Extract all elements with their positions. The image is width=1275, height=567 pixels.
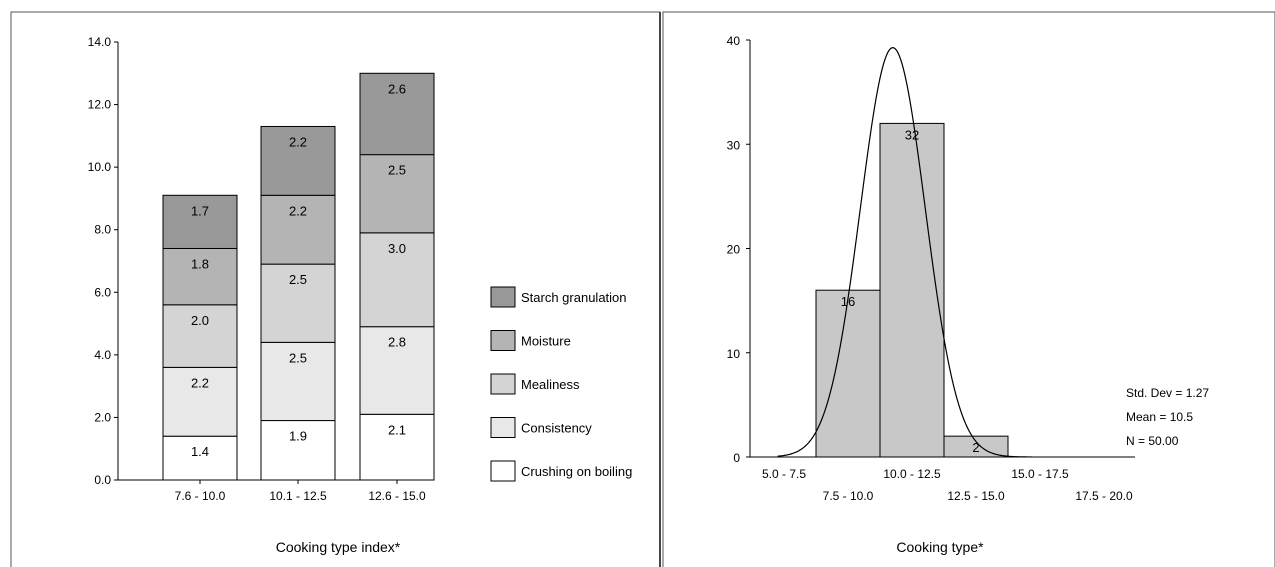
stacked-bar-value-label: 2.8 [388, 335, 406, 350]
left-x-tick-label: 10.1 - 12.5 [269, 489, 327, 503]
stacked-bar-segment [162, 247, 238, 306]
stacked-bar-segment [359, 72, 435, 156]
right-stats: Std. Dev = 1.27 Mean = 10.5 N = 50.00 [1126, 386, 1209, 448]
stacked-bar-value-label: 1.4 [191, 444, 209, 459]
left-legend-label: Consistency [521, 421, 592, 436]
right-x-tick-label: 12.5 - 15.0 [947, 489, 1005, 503]
histogram-stat-label: Mean = 10.5 [1126, 410, 1193, 424]
stacked-bar-segment [162, 435, 238, 481]
left-y-tick-label: 8.0 [94, 223, 111, 237]
stacked-bar-segment [260, 194, 336, 265]
stacked-bar-segment [162, 194, 238, 249]
left-legend-swatch [490, 286, 516, 308]
stacked-bar-value-label: 1.8 [191, 256, 209, 271]
stacked-bar-segment [260, 263, 336, 343]
right-y-tick-label: 30 [727, 138, 741, 152]
right-y-tick-label: 0 [733, 451, 740, 465]
right-x-tick-label: 7.5 - 10.0 [823, 489, 874, 503]
normal-curve [777, 47, 1033, 458]
right-x-tick-label: 15.0 - 17.5 [1011, 467, 1069, 481]
stacked-bar-segment [359, 413, 435, 481]
stacked-bar-panel: 0.0 2.0 4.0 6.0 8.0 10.0 12.0 14.0 7.6 - 10.0 10.… [10, 11, 661, 567]
left-legend-label: Crushing on boiling [521, 464, 632, 479]
left-legend-label: Starch granulation [521, 290, 627, 305]
histogram-stat-label: N = 50.00 [1126, 434, 1179, 448]
right-panel-frame [662, 11, 1275, 567]
right-x-tick-label: 17.5 - 20.0 [1075, 489, 1133, 503]
histogram-count-label: 2 [972, 440, 979, 455]
left-y-tick-label: 0.0 [94, 473, 111, 487]
right-x-tick-label: 5.0 - 7.5 [762, 467, 806, 481]
left-axes: 0.0 2.0 4.0 6.0 8.0 10.0 12.0 14.0 7.6 - 10.0 10.… [88, 35, 428, 503]
stacked-bar-segment [162, 304, 238, 368]
left-y-tick-label: 12.0 [88, 98, 112, 112]
left-legend-swatch [490, 460, 516, 482]
left-legend-swatch [490, 417, 516, 438]
stacked-bar-value-label: 1.9 [289, 429, 307, 444]
histogram-bar [815, 289, 881, 458]
left-legend-swatch [490, 373, 516, 395]
right-y-tick-label: 20 [727, 243, 741, 257]
left-x-tick-label: 12.6 - 15.0 [368, 489, 426, 503]
left-y-tick-label: 4.0 [94, 348, 111, 362]
right-x-tick-label: 10.0 - 12.5 [883, 467, 941, 481]
stacked-bar-value-label: 2.2 [289, 203, 307, 218]
stacked-bar-segment [260, 125, 336, 196]
right-axes: 0 10 20 30 40 5.0 - 7.5 7.5 - 10.0 10.0 - 12.5 1… [727, 34, 1135, 503]
left-y-tick-label: 2.0 [94, 410, 111, 424]
stacked-bar-value-label: 2.5 [388, 163, 406, 178]
histogram-stat-label: Std. Dev = 1.27 [1126, 386, 1209, 400]
right-y-tick-label: 40 [727, 34, 741, 48]
stacked-bar-value-label: 2.5 [289, 350, 307, 365]
left-bars: 1.4 2.2 2.0 1.8 1.7 1.9 2.5 2.5 2.2 2.2 2.1 2.8 3.0 2… [162, 72, 435, 481]
histogram-count-label: 32 [905, 127, 919, 142]
left-y-tick-label: 10.0 [88, 160, 112, 174]
stacked-bar-segment [260, 341, 336, 422]
right-y-tick-label: 10 [727, 347, 741, 361]
stacked-bar-segment [359, 232, 435, 328]
stacked-bar-segment [359, 326, 435, 415]
left-legend: Starch granulation Moisture Mealiness Consi… [490, 286, 632, 482]
histogram-bar [943, 435, 1009, 458]
stacked-bar-value-label: 2.2 [289, 134, 307, 149]
left-legend-swatch [490, 330, 516, 351]
stacked-bar-segment [359, 154, 435, 234]
left-legend-label: Mealiness [521, 377, 580, 392]
stacked-bar-value-label: 2.6 [388, 81, 406, 96]
histogram-bar [879, 122, 945, 458]
right-curve-group [777, 47, 1033, 458]
stacked-bar-value-label: 1.7 [191, 203, 209, 218]
stacked-bar-segment [162, 366, 238, 437]
stacked-bar-value-label: 2.1 [388, 422, 406, 437]
left-x-tick-label: 7.6 - 10.0 [175, 489, 226, 503]
stacked-bar-value-label: 2.2 [191, 375, 209, 390]
stacked-bar-value-label: 2.0 [191, 313, 209, 328]
histogram-panel: 0 10 20 30 40 5.0 - 7.5 7.5 - 10.0 10.0 - 12.5 1… [662, 11, 1275, 567]
left-y-tick-label: 6.0 [94, 285, 111, 299]
left-x-axis-title: Cooking type index* [276, 539, 401, 555]
stacked-bar-value-label: 2.5 [289, 272, 307, 287]
right-x-axis-title: Cooking type* [896, 539, 984, 555]
left-y-tick-label: 14.0 [88, 35, 112, 49]
stacked-bar-value-label: 3.0 [388, 241, 406, 256]
left-legend-label: Moisture [521, 334, 571, 349]
